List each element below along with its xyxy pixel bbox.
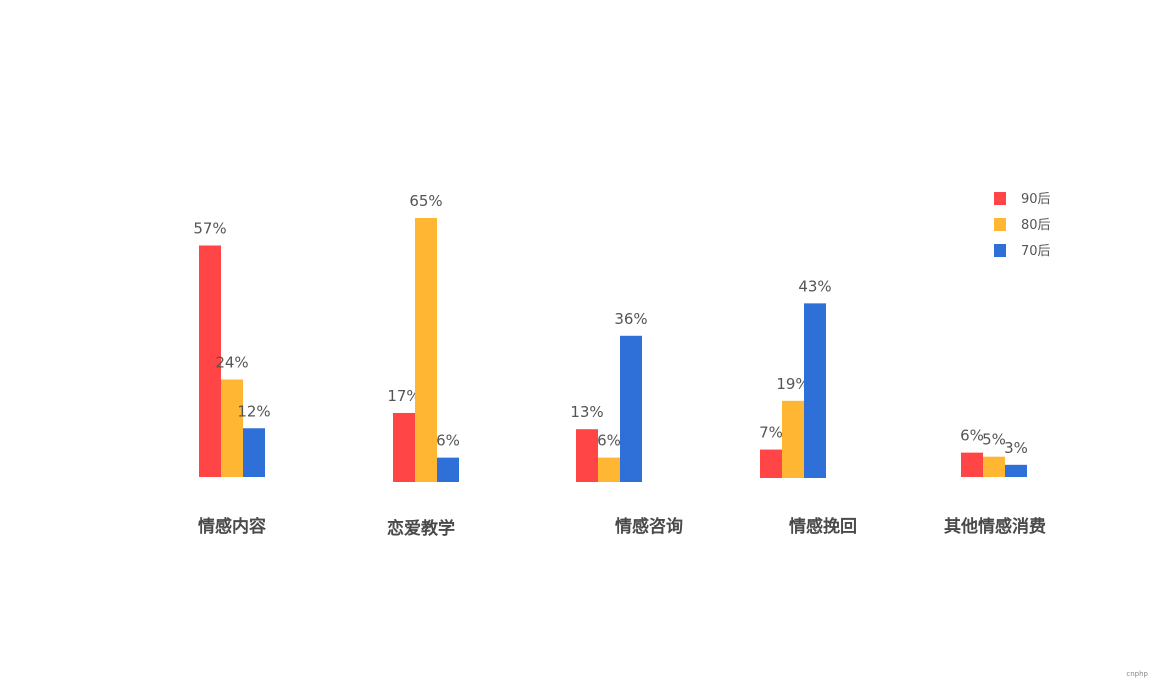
bar-1-70后	[243, 428, 265, 477]
bar-4-70后	[804, 303, 826, 478]
bar-2-80后	[415, 218, 437, 482]
data-label: 19%	[776, 375, 809, 393]
bar-3-90后	[576, 429, 598, 482]
bar-5-70后	[1005, 464, 1027, 477]
data-label: 12%	[237, 402, 270, 420]
data-label: 65%	[409, 192, 442, 210]
watermark: cnphp	[1126, 670, 1148, 678]
bar-3-80后	[598, 457, 620, 482]
legend-swatch	[994, 244, 1006, 257]
data-label: 7%	[759, 424, 783, 442]
bar-3-70后	[620, 335, 642, 482]
data-label: 6%	[597, 432, 621, 450]
bar-5-80后	[983, 456, 1005, 477]
bar-group-3: 13% 6% 36%	[570, 310, 648, 482]
data-label: 24%	[215, 354, 248, 372]
category-label: 恋爱教学	[387, 518, 455, 539]
legend: 90后 80后 70后	[994, 192, 1051, 259]
bar-group-1: 57% 24% 12%	[193, 219, 271, 477]
bar-1-80后	[221, 379, 243, 477]
data-label: 5%	[982, 431, 1006, 449]
data-label: 3%	[1004, 439, 1028, 457]
category-label: 其他情感消费	[944, 516, 1046, 537]
bar-1-90后	[199, 245, 221, 477]
legend-swatch	[994, 192, 1006, 205]
bar-5-90后	[961, 452, 983, 477]
legend-label: 90后	[1021, 192, 1051, 207]
legend-label: 70后	[1021, 244, 1051, 259]
data-label: 17%	[387, 387, 420, 405]
bar-2-90后	[393, 412, 415, 482]
legend-label: 80后	[1021, 218, 1051, 233]
category-label: 情感挽回	[789, 516, 857, 537]
data-label: 6%	[436, 432, 460, 450]
bar-group-2: 17% 65% 6%	[387, 192, 460, 482]
bar-2-70后	[437, 457, 459, 482]
bar-group-5: 6%5%3%	[960, 427, 1028, 477]
category-label: 情感内容	[198, 516, 266, 537]
data-label: 57%	[193, 219, 226, 237]
bar-group-4: 7% 19% 43%	[759, 277, 832, 478]
data-label: 13%	[570, 403, 603, 421]
data-label: 36%	[614, 310, 647, 328]
category-label: 情感咨询	[615, 516, 683, 537]
data-label: 6%	[960, 427, 984, 445]
legend-swatch	[994, 218, 1006, 231]
bar-4-90后	[760, 449, 782, 478]
data-label: 43%	[798, 277, 831, 295]
bar-4-80后	[782, 400, 804, 478]
